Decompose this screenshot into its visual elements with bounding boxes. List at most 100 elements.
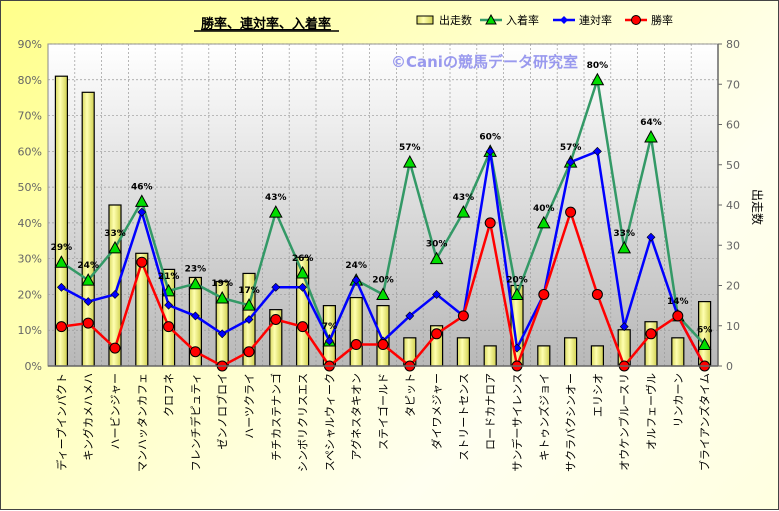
data-label: 14% [667,297,689,307]
marker-triangle [295,265,310,279]
marker-circle [591,288,603,300]
data-label: 20% [372,275,394,285]
bar-16 [483,345,497,367]
marker-circle [270,313,282,325]
right-tick-label: 80 [726,38,740,51]
category-label: サクラバクシンオー [565,373,578,472]
data-label: 17% [238,286,260,296]
bar-20 [590,345,605,367]
category-label: キトゥンズジョイ [537,373,551,461]
legend: 出走数 入着率 連対率 勝率 [416,13,673,27]
marker-circle [163,321,175,333]
category-label: フレンチデピュティ [188,373,202,471]
watermark: ©Caniの競馬データ研究室 [391,53,578,71]
marker-triangle [54,255,69,268]
marker-triangle [188,276,203,290]
category-label: ハービンジャー [109,373,122,449]
marker-diamond [566,157,576,167]
legend-marker-triangle [485,13,497,25]
category-label: ステイゴールド [376,373,390,450]
marker-circle [672,310,684,322]
category-label: オルフェーヴル [644,373,658,450]
marker-circle [136,256,148,268]
marker-circle [457,310,469,322]
category-label: タピット [404,373,417,417]
category-label: ブライアンズタイム [698,373,712,471]
data-label: 21% [158,272,180,282]
marker-diamond [619,322,629,332]
category-label: ダイワメジャー [430,373,444,449]
legend-label: 出走数 [439,13,472,27]
marker-diamond [271,282,281,292]
data-label: 43% [265,193,287,203]
legend-label: 勝率 [651,13,673,27]
marker-triangle [134,194,149,207]
marker-triangle [108,240,122,254]
right-tick-label: 10 [726,320,740,333]
marker-triangle [510,287,524,300]
data-label: 57% [560,143,582,153]
marker-diamond [324,336,334,346]
marker-circle [297,321,309,333]
marker-diamond [83,297,93,307]
marker-circle [645,328,657,340]
marker-diamond [432,290,442,299]
marker-diamond [190,311,200,321]
right-axis-label: 出走数 [750,189,765,225]
data-label: 33% [104,229,126,239]
data-label: 40% [533,204,555,214]
legend-swatch-bar [416,15,434,25]
right-tick-label: 20 [726,280,740,293]
category-label: シンボリクリスエス [297,373,310,472]
data-label: 26% [292,254,314,264]
marker-triangle [268,205,283,218]
marker-diamond [56,282,66,292]
data-label: 57% [399,143,421,153]
right-tick-label: 0 [726,360,733,373]
right-tick-label: 60 [726,119,740,132]
data-label: 33% [613,229,635,239]
marker-triangle [456,205,471,218]
marker-circle [109,342,121,354]
marker-circle [431,328,443,340]
data-label: 29% [51,243,73,253]
category-label: ディープインパクト [54,373,68,471]
marker-triangle [402,155,417,168]
legend-label: 連対率 [579,13,612,27]
marker-diamond [298,282,308,292]
right-tick-label: 30 [726,239,740,252]
data-label: 24% [345,261,367,271]
marker-diamond [592,146,602,156]
legend-marker-circle [631,15,641,25]
category-label: ゼンノロブロイ [215,373,229,449]
marker-triangle [215,290,230,304]
legend-label: 入着率 [506,13,539,27]
data-label: 20% [506,275,528,285]
right-tick-label: 50 [726,159,740,172]
left-tick-label: 80% [18,74,42,87]
category-label: オウケンブルースリ [617,373,631,471]
left-tick-label: 0% [25,360,42,373]
left-tick-label: 90% [18,38,42,51]
marker-diamond [110,290,120,299]
marker-triangle [242,298,256,311]
bar-23 [671,337,685,367]
chart-title: 勝率、連対率、入着率 [201,16,331,32]
data-label: 7% [322,322,337,332]
data-label: 46% [131,182,153,192]
marker-triangle [697,337,712,351]
marker-circle [377,339,389,351]
right-tick-label: 40 [726,199,740,212]
left-tick-label: 60% [18,145,42,158]
category-label: クロフネ [163,373,176,417]
category-label: リンカーン [672,373,685,427]
category-label: エリシオ [591,373,604,417]
bar-11 [349,296,363,367]
marker-triangle [376,287,390,300]
data-label: 30% [426,240,448,250]
data-label: 64% [640,118,662,128]
data-label: 80% [587,61,609,71]
marker-triangle [429,251,444,265]
